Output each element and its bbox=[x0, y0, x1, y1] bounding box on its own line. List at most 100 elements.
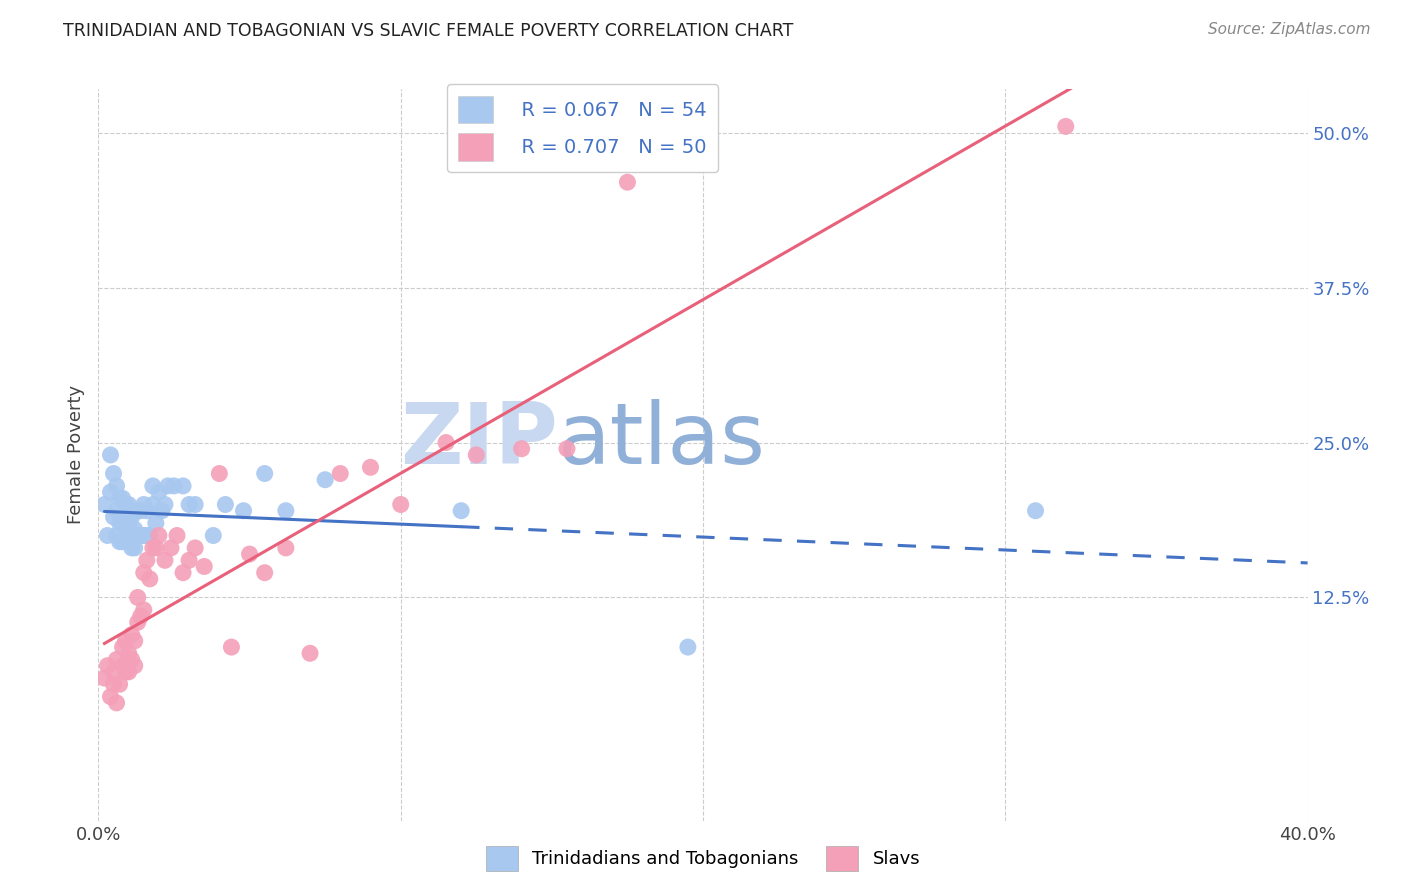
Point bbox=[124, 633, 146, 648]
Point bbox=[118, 534, 141, 549]
Point bbox=[105, 696, 128, 710]
Point bbox=[148, 485, 170, 500]
Point bbox=[465, 448, 488, 462]
Point bbox=[253, 566, 276, 580]
Point bbox=[127, 591, 149, 605]
Point bbox=[127, 615, 149, 630]
Point bbox=[103, 665, 125, 679]
Point bbox=[111, 534, 134, 549]
Point bbox=[163, 479, 186, 493]
Point bbox=[111, 491, 134, 506]
Point bbox=[166, 528, 188, 542]
Point bbox=[299, 646, 322, 660]
Point bbox=[135, 528, 157, 542]
Point bbox=[127, 504, 149, 518]
Point bbox=[93, 498, 115, 512]
Point bbox=[114, 522, 136, 536]
Point bbox=[108, 491, 131, 506]
Point bbox=[274, 541, 297, 555]
Point bbox=[118, 516, 141, 530]
Point bbox=[103, 467, 125, 481]
Point bbox=[124, 522, 146, 536]
Point bbox=[314, 473, 336, 487]
Point bbox=[111, 658, 134, 673]
Point bbox=[160, 541, 183, 555]
Point bbox=[221, 640, 243, 654]
Point bbox=[142, 541, 165, 555]
Point bbox=[118, 646, 141, 660]
Point bbox=[114, 665, 136, 679]
Point bbox=[132, 566, 155, 580]
Point bbox=[105, 479, 128, 493]
Point bbox=[389, 498, 412, 512]
Point bbox=[100, 485, 122, 500]
Point bbox=[121, 541, 143, 555]
Point bbox=[129, 528, 152, 542]
Point bbox=[329, 467, 352, 481]
Y-axis label: Female Poverty: Female Poverty bbox=[66, 385, 84, 524]
Point bbox=[208, 467, 231, 481]
Point bbox=[153, 553, 176, 567]
Point bbox=[105, 652, 128, 666]
Legend: Trinidadians and Tobagonians, Slavs: Trinidadians and Tobagonians, Slavs bbox=[478, 838, 928, 879]
Point bbox=[148, 528, 170, 542]
Point bbox=[142, 479, 165, 493]
Point bbox=[510, 442, 533, 456]
Point bbox=[129, 504, 152, 518]
Text: atlas: atlas bbox=[558, 399, 766, 482]
Point bbox=[96, 528, 118, 542]
Point bbox=[132, 498, 155, 512]
Point bbox=[132, 528, 155, 542]
Point bbox=[193, 559, 215, 574]
Point bbox=[676, 640, 699, 654]
Point bbox=[127, 528, 149, 542]
Point bbox=[214, 498, 236, 512]
Point bbox=[114, 498, 136, 512]
Point bbox=[145, 516, 167, 530]
Point bbox=[108, 516, 131, 530]
Point bbox=[105, 528, 128, 542]
Point bbox=[145, 541, 167, 555]
Point bbox=[153, 498, 176, 512]
Point bbox=[103, 677, 125, 691]
Point bbox=[132, 603, 155, 617]
Point bbox=[139, 528, 162, 542]
Point bbox=[274, 504, 297, 518]
Point bbox=[1024, 504, 1046, 518]
Point bbox=[139, 572, 162, 586]
Point bbox=[111, 516, 134, 530]
Point bbox=[434, 435, 457, 450]
Point bbox=[111, 640, 134, 654]
Point bbox=[100, 448, 122, 462]
Point bbox=[232, 504, 254, 518]
Point bbox=[616, 175, 638, 189]
Point bbox=[172, 566, 194, 580]
Point bbox=[114, 633, 136, 648]
Text: ZIP: ZIP bbox=[401, 399, 558, 482]
Point bbox=[156, 479, 179, 493]
Point bbox=[108, 534, 131, 549]
Point bbox=[93, 671, 115, 685]
Point bbox=[135, 553, 157, 567]
Point bbox=[239, 547, 262, 561]
Point bbox=[202, 528, 225, 542]
Point bbox=[360, 460, 382, 475]
Point bbox=[1054, 120, 1077, 134]
Legend:   R = 0.067   N = 54,   R = 0.707   N = 50: R = 0.067 N = 54, R = 0.707 N = 50 bbox=[447, 84, 718, 172]
Point bbox=[450, 504, 472, 518]
Point bbox=[121, 528, 143, 542]
Point bbox=[172, 479, 194, 493]
Point bbox=[96, 658, 118, 673]
Text: TRINIDADIAN AND TOBAGONIAN VS SLAVIC FEMALE POVERTY CORRELATION CHART: TRINIDADIAN AND TOBAGONIAN VS SLAVIC FEM… bbox=[63, 22, 793, 40]
Point bbox=[103, 509, 125, 524]
Point bbox=[142, 498, 165, 512]
Point bbox=[121, 628, 143, 642]
Point bbox=[108, 677, 131, 691]
Text: Source: ZipAtlas.com: Source: ZipAtlas.com bbox=[1208, 22, 1371, 37]
Point bbox=[129, 609, 152, 624]
Point bbox=[121, 652, 143, 666]
Point bbox=[118, 665, 141, 679]
Point bbox=[105, 504, 128, 518]
Point bbox=[184, 541, 207, 555]
Point bbox=[118, 498, 141, 512]
